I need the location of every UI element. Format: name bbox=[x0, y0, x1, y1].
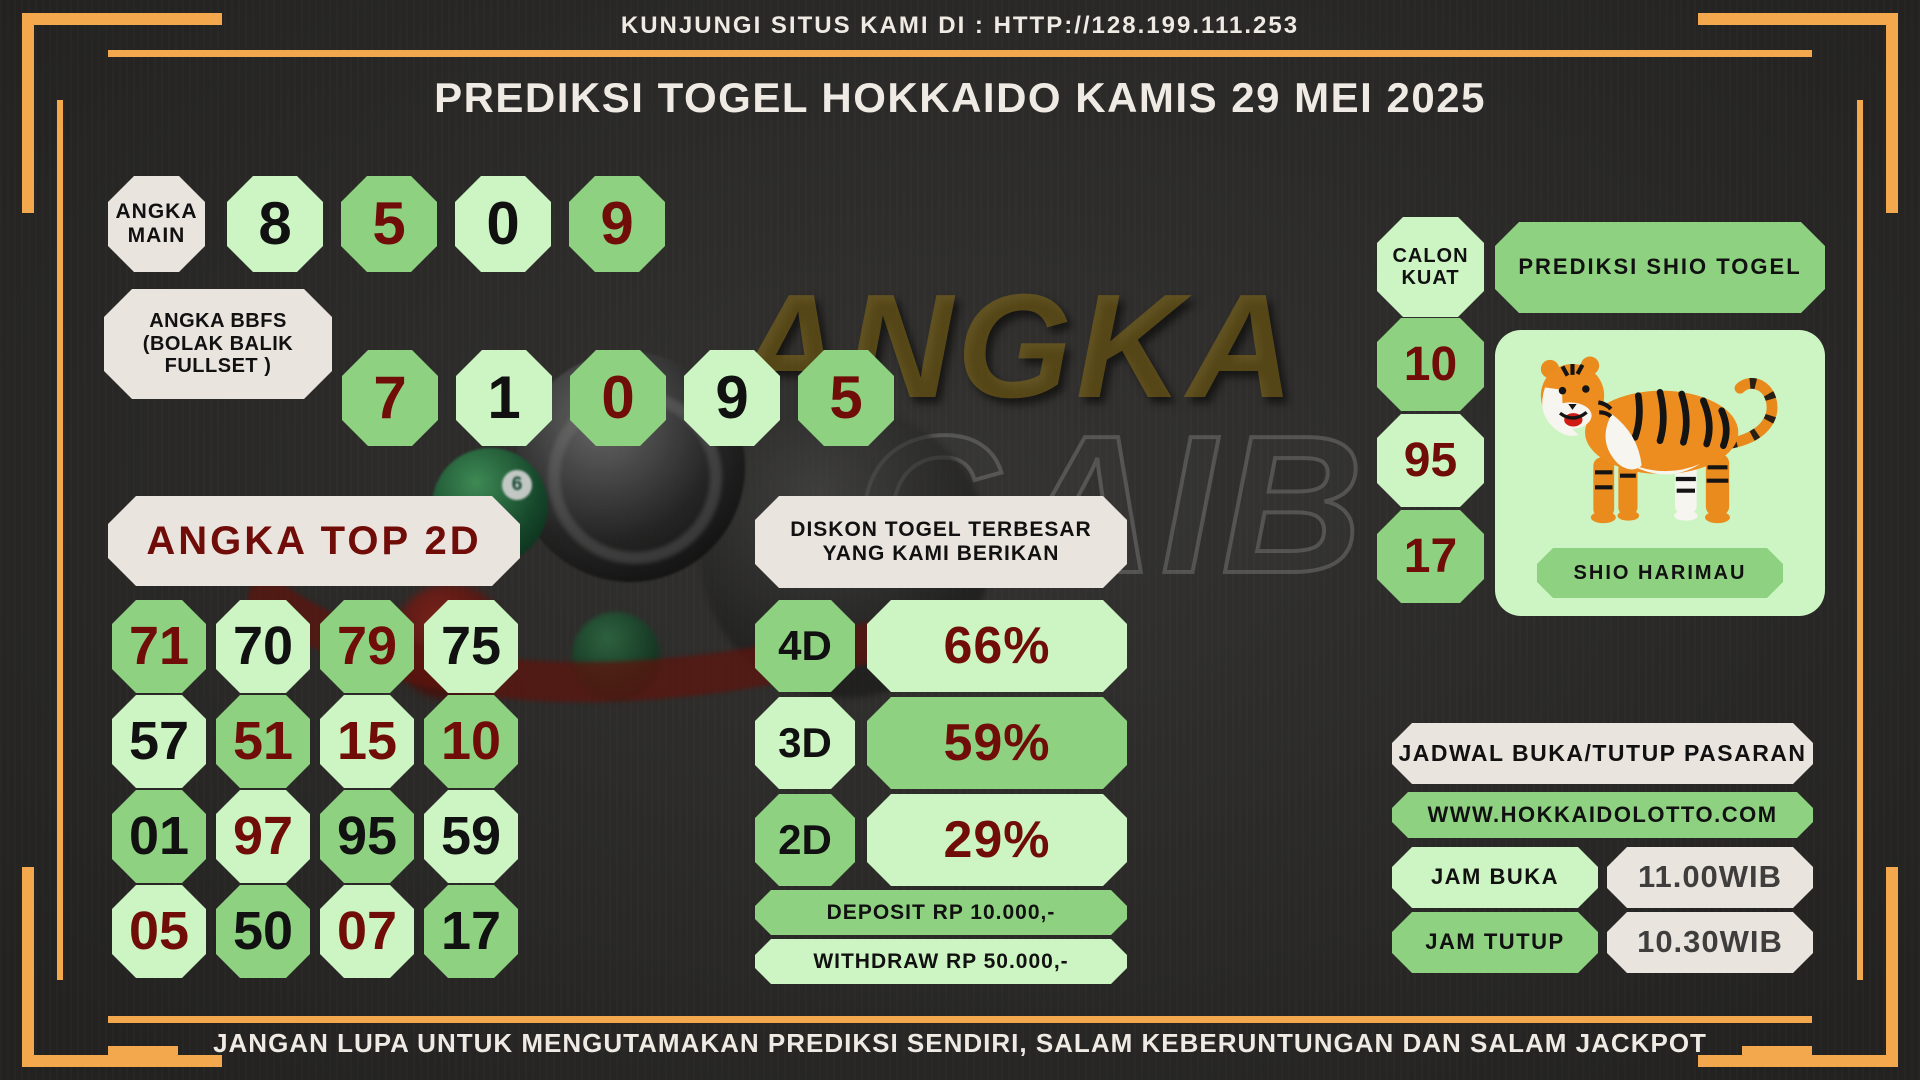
angka-bbfs-digit: 7 bbox=[342, 350, 438, 446]
angka-top-2d-number: 50 bbox=[216, 885, 310, 978]
angka-top-2d-number: 07 bbox=[320, 885, 414, 978]
bottom-right-accent-dash bbox=[1742, 1046, 1812, 1059]
diskon-header: DISKON TOGEL TERBESAR YANG KAMI BERIKAN bbox=[755, 496, 1127, 588]
diskon-rows: 4D 66% 3D 59% 2D 29% bbox=[755, 600, 1127, 886]
jam-time-value: 10.30WIB bbox=[1607, 912, 1813, 973]
corner-bracket-bottom-right bbox=[1886, 867, 1898, 1067]
diskon-row: 4D 66% bbox=[755, 600, 1127, 692]
corner-bracket-bottom-left bbox=[22, 867, 34, 1067]
angka-top-2d-number: 17 bbox=[424, 885, 518, 978]
angka-top-2d-number: 51 bbox=[216, 695, 310, 788]
footer-disclaimer: JANGAN LUPA UNTUK MENGUTAMAKAN PREDIKSI … bbox=[213, 1028, 1707, 1058]
calon-kuat-label: CALON KUAT bbox=[1377, 217, 1484, 317]
diskon-discount-value: 66% bbox=[867, 600, 1127, 692]
angka-top-2d-number: 05 bbox=[112, 885, 206, 978]
billiard-six-ball-number: 6 bbox=[502, 470, 532, 500]
angka-top-2d-number: 79 bbox=[320, 600, 414, 693]
angka-bbfs-digit: 9 bbox=[684, 350, 780, 446]
angka-bbfs-digit: 0 bbox=[570, 350, 666, 446]
right-frame-line bbox=[1857, 100, 1863, 980]
corner-bracket-top-right bbox=[1886, 13, 1898, 213]
diskon-grade-label: 4D bbox=[755, 600, 855, 692]
corner-bracket-top-right bbox=[1698, 13, 1898, 25]
calon-kuat-number: 17 bbox=[1377, 510, 1484, 603]
diskon-grade-label: 3D bbox=[755, 697, 855, 789]
calon-kuat-number: 95 bbox=[1377, 414, 1484, 507]
angka-top-2d-number: 10 bbox=[424, 695, 518, 788]
page-title: PREDIKSI TOGEL HOKKAIDO KAMIS 29 MEI 202… bbox=[434, 74, 1486, 121]
angka-top-2d-number: 15 bbox=[320, 695, 414, 788]
calon-kuat-number: 10 bbox=[1377, 318, 1484, 411]
left-frame-line bbox=[57, 100, 63, 980]
angka-main-digit: 9 bbox=[569, 176, 665, 272]
corner-bracket-top-left bbox=[22, 13, 34, 213]
angka-top-2d-number: 59 bbox=[424, 790, 518, 883]
angka-top-2d-number: 97 bbox=[216, 790, 310, 883]
deposit-banner: DEPOSIT RP 10.000,- bbox=[755, 890, 1127, 935]
diskon-grade-label: 2D bbox=[755, 794, 855, 886]
angka-top-2d-number: 01 bbox=[112, 790, 206, 883]
angka-main-digit: 8 bbox=[227, 176, 323, 272]
diskon-row: 2D 29% bbox=[755, 794, 1127, 886]
billiard-green-ball bbox=[572, 612, 660, 700]
angka-top-2d-number: 95 bbox=[320, 790, 414, 883]
angka-bbfs-label: ANGKA BBFS (BOLAK BALIK FULLSET ) bbox=[104, 289, 332, 399]
bottom-divider-line bbox=[108, 1016, 1812, 1023]
angka-top-2d-number: 57 bbox=[112, 695, 206, 788]
angka-top-2d-number: 75 bbox=[424, 600, 518, 693]
jam-row: JAM BUKA 11.00WIB bbox=[1392, 847, 1813, 908]
diskon-row: 3D 59% bbox=[755, 697, 1127, 789]
diskon-discount-value: 29% bbox=[867, 794, 1127, 886]
shio-card: SHIO HARIMAU bbox=[1495, 330, 1825, 616]
jam-rows: JAM BUKA 11.00WIB JAM TUTUP 10.30WIB bbox=[1392, 847, 1813, 973]
angka-main-digit: 0 bbox=[455, 176, 551, 272]
site-url-text: KUNJUNGI SITUS KAMI DI : HTTP://128.199.… bbox=[620, 12, 1300, 39]
jam-time-value: 11.00WIB bbox=[1607, 847, 1813, 908]
angka-main-label: ANGKA MAIN bbox=[108, 176, 205, 272]
bottom-left-accent-dash bbox=[108, 1046, 178, 1059]
angka-main-digit: 5 bbox=[341, 176, 437, 272]
angka-bbfs-digit: 5 bbox=[798, 350, 894, 446]
prediksi-shio-header: PREDIKSI SHIO TOGEL bbox=[1495, 222, 1825, 313]
jam-row: JAM TUTUP 10.30WIB bbox=[1392, 912, 1813, 973]
website-banner: WWW.HOKKAIDOLOTTO.COM bbox=[1392, 792, 1813, 838]
jam-label: JAM TUTUP bbox=[1392, 912, 1598, 973]
angka-top-2d-number: 71 bbox=[112, 600, 206, 693]
angka-top-2d-number: 70 bbox=[216, 600, 310, 693]
angka-bbfs-digit: 1 bbox=[456, 350, 552, 446]
tiger-image bbox=[1540, 356, 1778, 524]
calon-kuat-numbers: 10 95 17 bbox=[1377, 318, 1484, 603]
angka-top-2d-header: ANGKA TOP 2D bbox=[108, 496, 520, 586]
withdraw-banner: WITHDRAW RP 50.000,- bbox=[755, 939, 1127, 984]
diskon-discount-value: 59% bbox=[867, 697, 1127, 789]
jadwal-header: JADWAL BUKA/TUTUP PASARAN bbox=[1392, 723, 1813, 784]
shio-name-banner: SHIO HARIMAU bbox=[1537, 548, 1783, 598]
jam-label: JAM BUKA bbox=[1392, 847, 1598, 908]
top-divider-line bbox=[108, 50, 1812, 57]
corner-bracket-top-left bbox=[22, 13, 222, 25]
angka-top-2d-grid: 71 70 79 75 57 51 15 10 01 97 95 59 05 50 07 17 bbox=[112, 600, 518, 978]
